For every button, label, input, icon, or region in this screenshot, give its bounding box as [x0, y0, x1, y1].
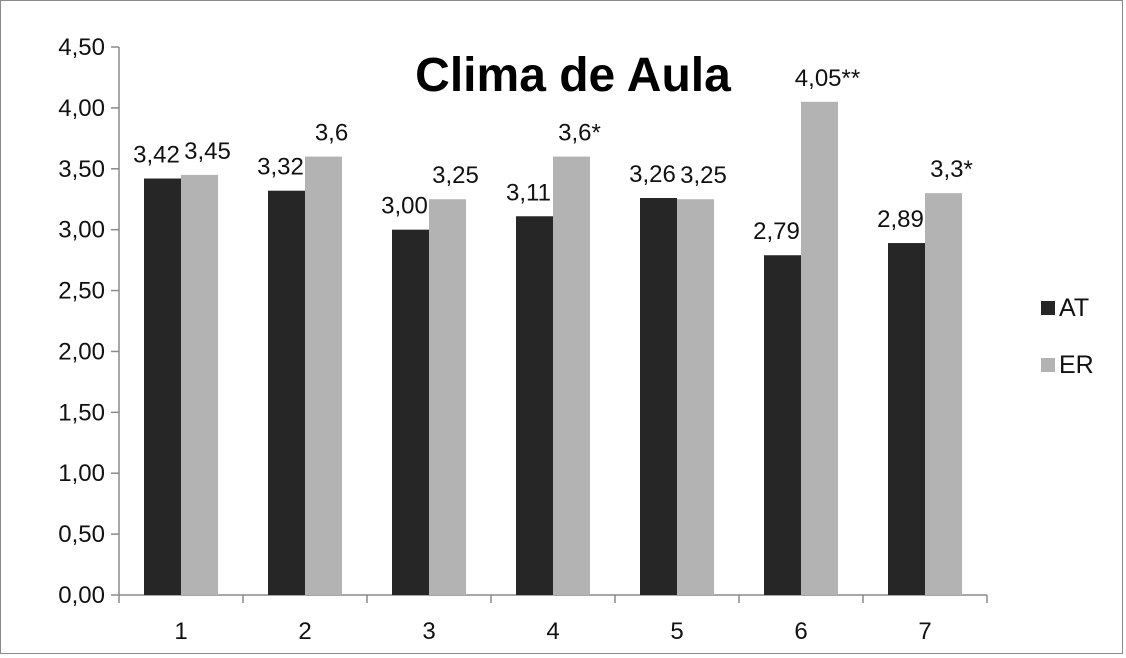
- data-label-at: 3,26: [629, 161, 676, 188]
- y-tick-label: 3,00: [58, 217, 105, 244]
- data-label-er: 3,25: [680, 162, 727, 189]
- bar-er: [801, 101, 838, 596]
- y-tick-label: 2,00: [58, 338, 105, 365]
- legend-label-at: AT: [1059, 294, 1089, 322]
- bar-er: [553, 156, 590, 595]
- bar-at: [764, 255, 801, 596]
- data-label-er: 3,6: [315, 120, 348, 147]
- bar-at: [888, 243, 925, 595]
- data-label-er: 3,6*: [558, 120, 601, 147]
- x-tick-label: 4: [546, 618, 559, 645]
- chart-title: Clima de Aula: [415, 49, 731, 102]
- legend-swatch-at: [1041, 301, 1055, 315]
- data-label-at: 3,11: [506, 179, 551, 206]
- bar-at: [268, 190, 305, 595]
- data-label-er: 4,05**: [795, 65, 860, 92]
- y-tick-label: 2,50: [58, 278, 105, 305]
- bar-er: [677, 199, 714, 595]
- data-label-at: 3,32: [257, 154, 304, 181]
- y-tick-label: 4,00: [58, 95, 105, 122]
- bar-er: [429, 199, 466, 595]
- x-tick-label: 7: [918, 618, 931, 645]
- bar-at: [144, 178, 181, 595]
- data-label-er: 3,3*: [930, 156, 973, 183]
- bar-er: [181, 174, 218, 595]
- y-tick-label: 1,50: [58, 399, 105, 426]
- y-tick-label: 3,50: [58, 156, 105, 183]
- bar-at: [516, 216, 553, 595]
- x-tick-label: 5: [670, 618, 683, 645]
- data-label-at: 3,42: [133, 142, 180, 169]
- y-tick-label: 0,00: [58, 582, 105, 609]
- y-tick-label: 4,50: [58, 34, 105, 61]
- x-tick-label: 2: [298, 618, 311, 645]
- bar-at: [640, 198, 677, 595]
- bar-at: [392, 229, 429, 595]
- bar-er: [305, 156, 342, 595]
- data-label-er: 3,45: [184, 138, 231, 165]
- data-label-at: 2,89: [877, 206, 924, 233]
- x-tick-label: 3: [422, 618, 435, 645]
- y-tick-label: 1,00: [58, 460, 105, 487]
- legend-swatch-er: [1041, 358, 1055, 372]
- x-tick-label: 6: [794, 618, 807, 645]
- y-tick-label: 0,50: [58, 521, 105, 548]
- bar-er: [925, 193, 962, 595]
- legend-label-er: ER: [1059, 351, 1094, 379]
- data-label-er: 3,25: [432, 162, 479, 189]
- data-label-at: 2,79: [753, 218, 800, 245]
- data-label-at: 3,00: [381, 193, 428, 220]
- x-tick-label: 1: [174, 618, 187, 645]
